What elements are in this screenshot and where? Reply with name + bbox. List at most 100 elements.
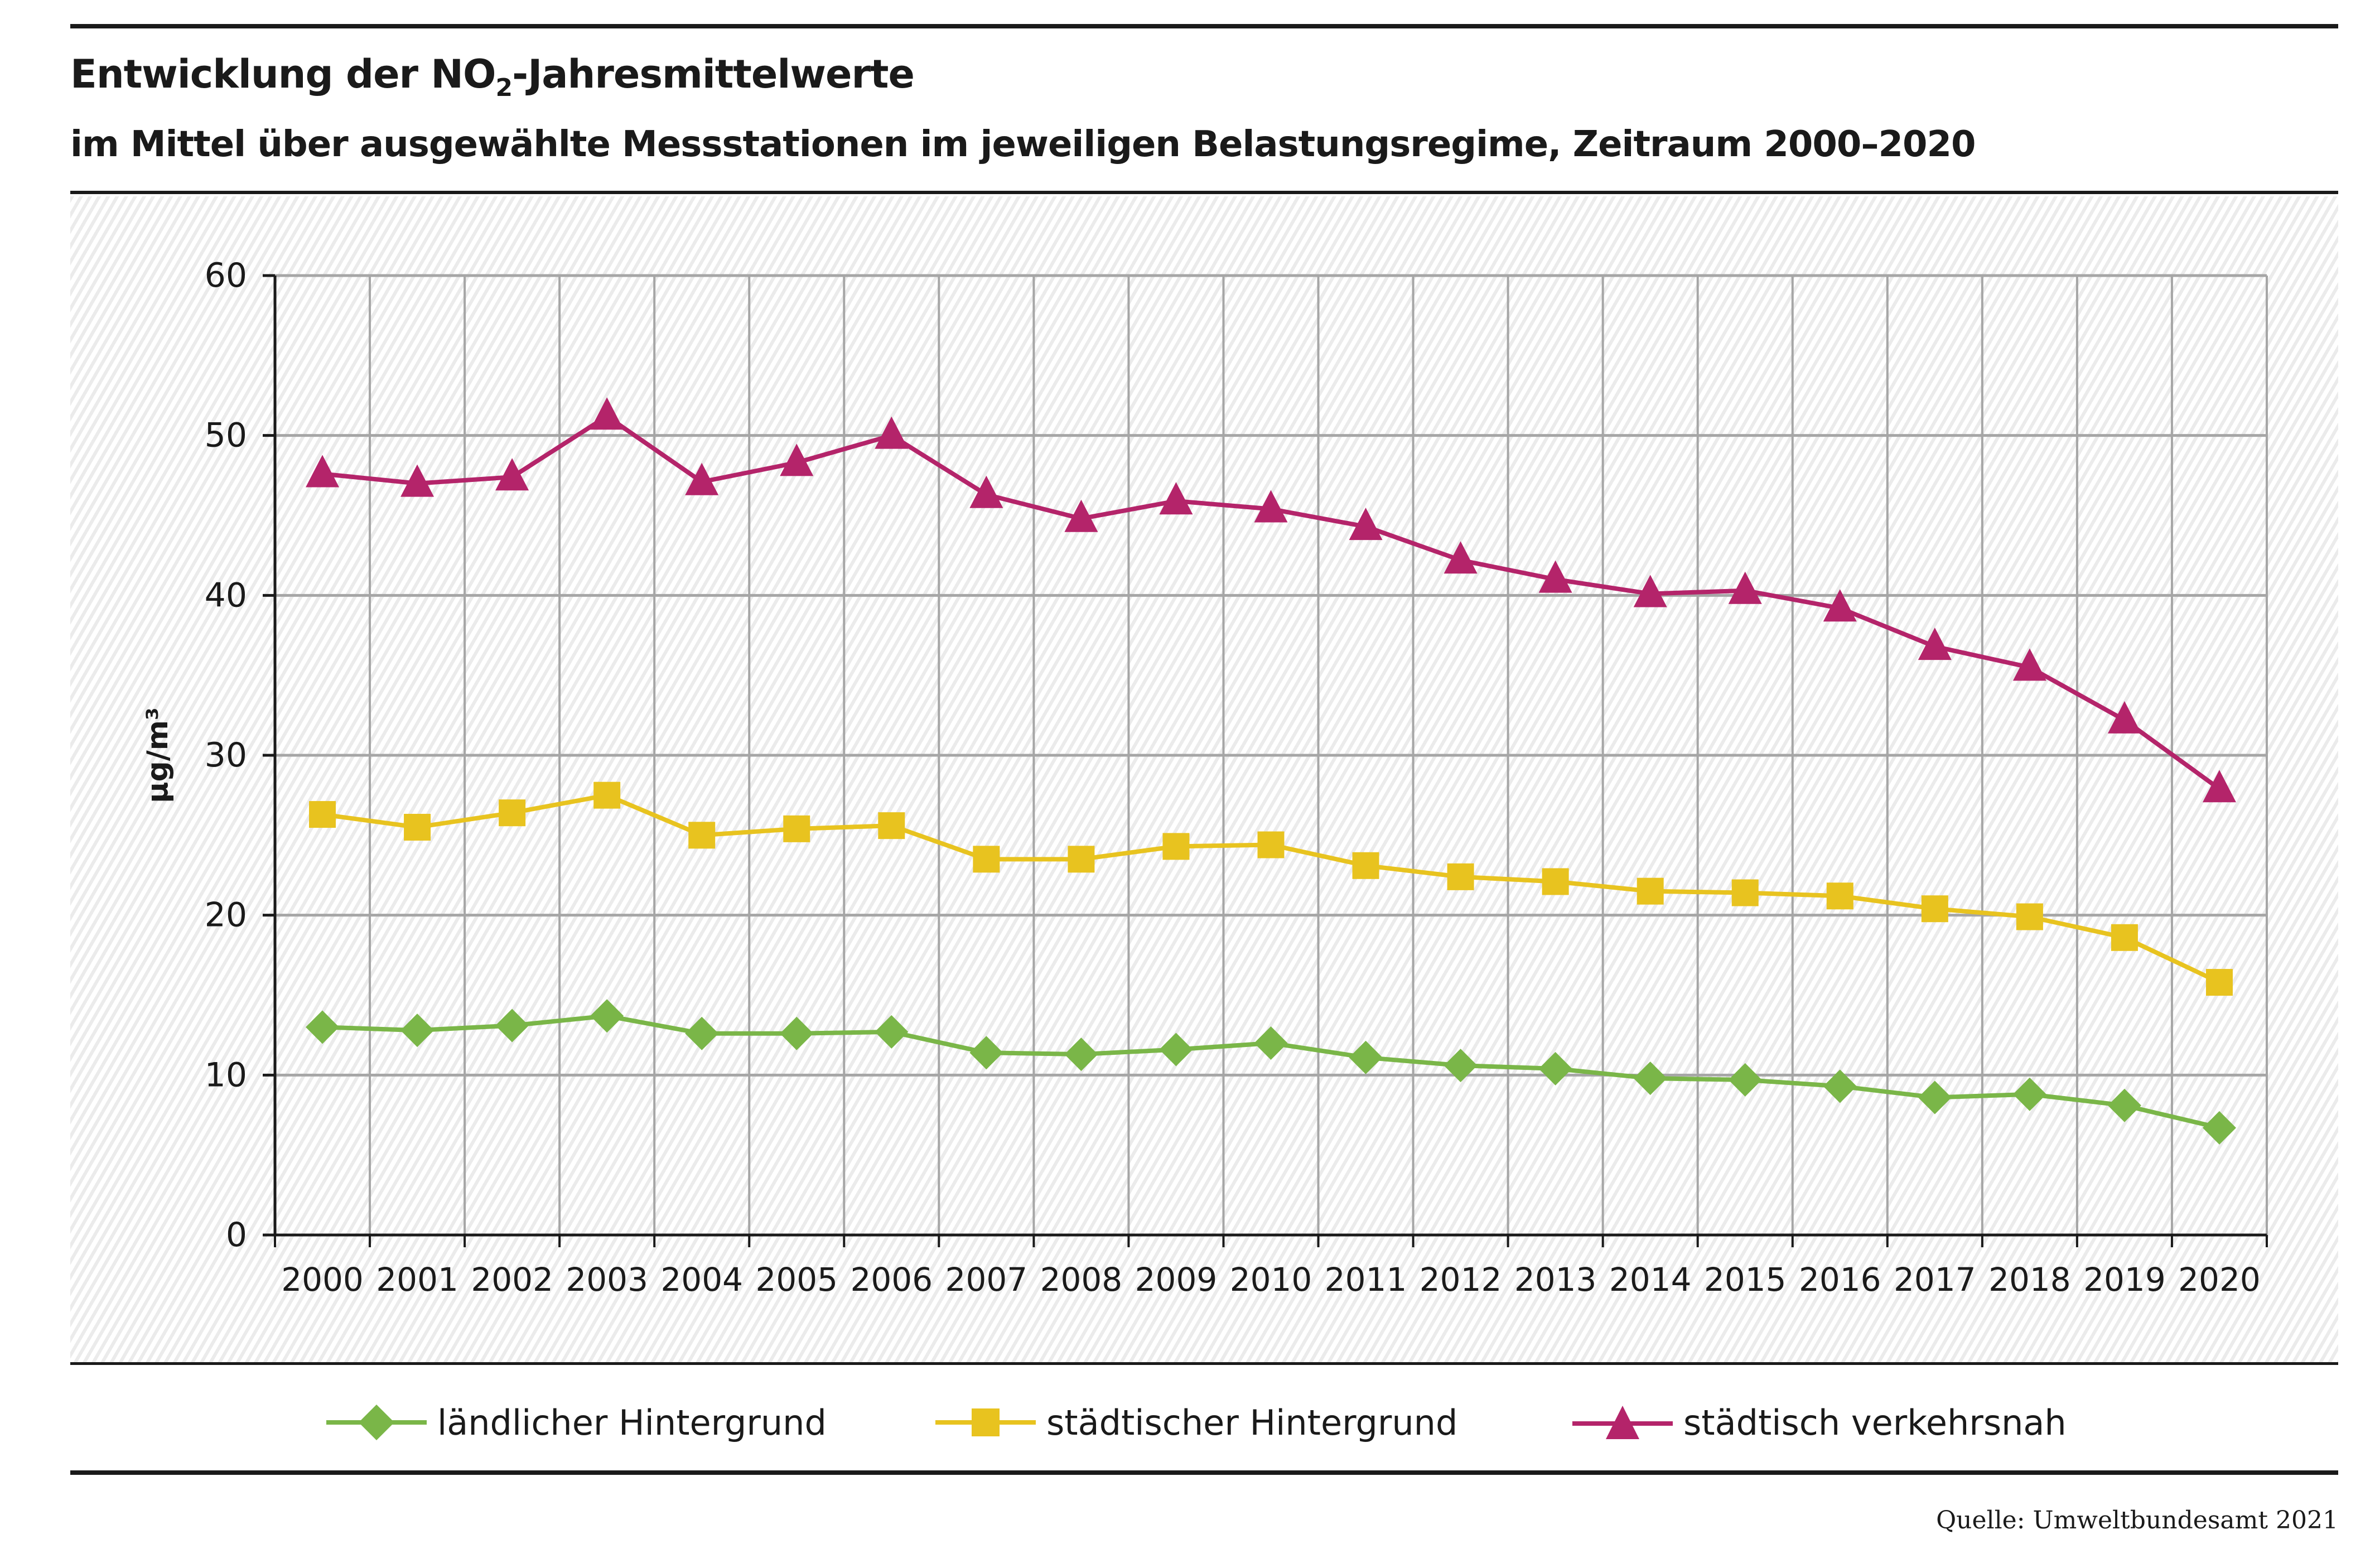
x-tick-label: 2015 <box>1704 1261 1787 1299</box>
data-point-triangle <box>1064 499 1098 532</box>
data-point-square <box>783 815 810 842</box>
series-line <box>322 414 2221 791</box>
data-point-diamond <box>306 1010 340 1044</box>
data-point-diamond <box>1823 1069 1857 1103</box>
legend-item-staedtisch-hintergrund: städtischer Hintergrund <box>933 1395 1457 1450</box>
data-point-triangle <box>1444 541 1478 574</box>
data-point-diamond <box>1538 1051 1572 1085</box>
plot-background <box>70 196 2338 1362</box>
x-tick-label: 2014 <box>1609 1261 1692 1299</box>
x-tick-label: 2018 <box>1988 1261 2071 1299</box>
data-point-diamond <box>2107 1088 2141 1122</box>
data-point-triangle <box>590 397 624 430</box>
data-point-triangle <box>1538 560 1572 593</box>
data-point-diamond <box>969 1036 1003 1070</box>
legend-label: städtischer Hintergrund <box>1046 1402 1458 1443</box>
y-tick-label: 20 <box>205 896 247 935</box>
data-point-triangle <box>875 416 909 449</box>
series-group <box>306 397 2236 1145</box>
data-point-diamond <box>1064 1038 1098 1072</box>
data-point-square <box>1542 868 1569 895</box>
x-tick-labels: 2000 2001 2002 2003 2004 2005 2006 2007 2008 2009… <box>281 1261 2261 1299</box>
y-tick-label: 10 <box>205 1055 247 1094</box>
x-tick-label: 2016 <box>1799 1261 1881 1299</box>
x-tick-label: 2003 <box>566 1261 648 1299</box>
data-point-triangle <box>1159 482 1193 515</box>
header-rule <box>70 191 2338 194</box>
title-text-suffix: -Jahresmittelwerte <box>512 51 915 97</box>
data-point-square <box>688 822 716 849</box>
data-point-diamond <box>1918 1080 1952 1115</box>
x-tick-label: 2001 <box>376 1261 458 1299</box>
title-text: Entwicklung der NO <box>70 51 496 97</box>
grid <box>275 274 2268 1235</box>
legend-label: städtisch verkehrsnah <box>1683 1402 2067 1443</box>
x-tick-label: 2008 <box>1040 1261 1123 1299</box>
data-point-diamond <box>2012 1077 2046 1111</box>
data-point-triangle <box>306 455 340 488</box>
data-point-triangle <box>1349 508 1383 541</box>
data-point-triangle <box>2012 648 2046 681</box>
legend: ländlicher Hintergrund städtischer Hinte… <box>0 1372 2375 1484</box>
y-tick-label: 40 <box>205 576 247 615</box>
x-tick-label: 2007 <box>945 1261 1028 1299</box>
data-point-square <box>973 846 1000 873</box>
data-point-triangle <box>2202 770 2236 803</box>
legend-marker-diamond-icon <box>326 1405 427 1440</box>
x-tick-label: 2004 <box>660 1261 743 1299</box>
chart-title: Entwicklung der NO2-Jahresmittelwerte <box>70 51 915 102</box>
data-point-triangle <box>495 458 529 491</box>
data-point-square <box>1447 863 1474 890</box>
data-point-square <box>1352 852 1379 879</box>
data-point-triangle <box>400 464 435 497</box>
data-point-triangle <box>685 462 719 495</box>
y-tick-label: 0 <box>226 1215 247 1255</box>
data-point-diamond <box>1254 1026 1288 1060</box>
x-tick-label: 2011 <box>1325 1261 1407 1299</box>
data-point-square <box>499 799 526 827</box>
data-point-square <box>1257 831 1285 858</box>
x-tick-label: 2009 <box>1135 1261 1218 1299</box>
x-tick-label: 2012 <box>1420 1261 1502 1299</box>
data-point-square <box>404 814 431 841</box>
data-point-diamond <box>685 1016 719 1050</box>
data-point-diamond <box>1633 1062 1667 1096</box>
x-tick-label: 2002 <box>471 1261 553 1299</box>
data-point-diamond <box>875 1015 909 1049</box>
data-point-diamond <box>2202 1111 2236 1145</box>
data-point-triangle <box>780 443 814 476</box>
series-line <box>322 793 2220 985</box>
legend-label: ländlicher Hintergrund <box>437 1402 827 1443</box>
title-subscript: 2 <box>495 74 513 102</box>
data-point-diamond <box>495 1009 529 1043</box>
y-axis-label: µg/m³ <box>141 707 175 803</box>
axes <box>263 274 2268 1247</box>
data-point-triangle <box>1823 589 1857 622</box>
x-tick-label: 2020 <box>2178 1261 2261 1299</box>
data-point-square <box>309 801 336 828</box>
x-tick-label: 2000 <box>281 1261 364 1299</box>
data-point-square <box>593 781 621 809</box>
legend-marker-triangle-icon <box>1572 1406 1673 1439</box>
data-point-square <box>1921 895 1948 923</box>
data-point-triangle <box>1254 490 1288 523</box>
data-point-square <box>878 812 905 840</box>
series-2 <box>306 397 2236 803</box>
x-tick-label: 2006 <box>851 1261 933 1299</box>
data-point-triangle <box>1728 571 1762 604</box>
x-tick-label: 2005 <box>755 1261 838 1299</box>
legend-item-verkehrsnah: städtisch verkehrsnah <box>1570 1395 2067 1450</box>
x-tick-label: 2013 <box>1514 1261 1597 1299</box>
data-point-diamond <box>400 1014 435 1048</box>
data-point-square <box>1068 846 1095 873</box>
series-0 <box>306 999 2236 1145</box>
legend-marker-square-icon <box>935 1408 1036 1436</box>
data-point-diamond <box>590 999 624 1033</box>
data-point-triangle <box>969 475 1003 508</box>
data-point-square <box>2111 924 2138 951</box>
top-rule <box>70 24 2338 28</box>
data-point-square <box>1731 879 1759 906</box>
data-point-square <box>1162 833 1190 860</box>
plot-bottom-rule <box>70 1362 2338 1365</box>
